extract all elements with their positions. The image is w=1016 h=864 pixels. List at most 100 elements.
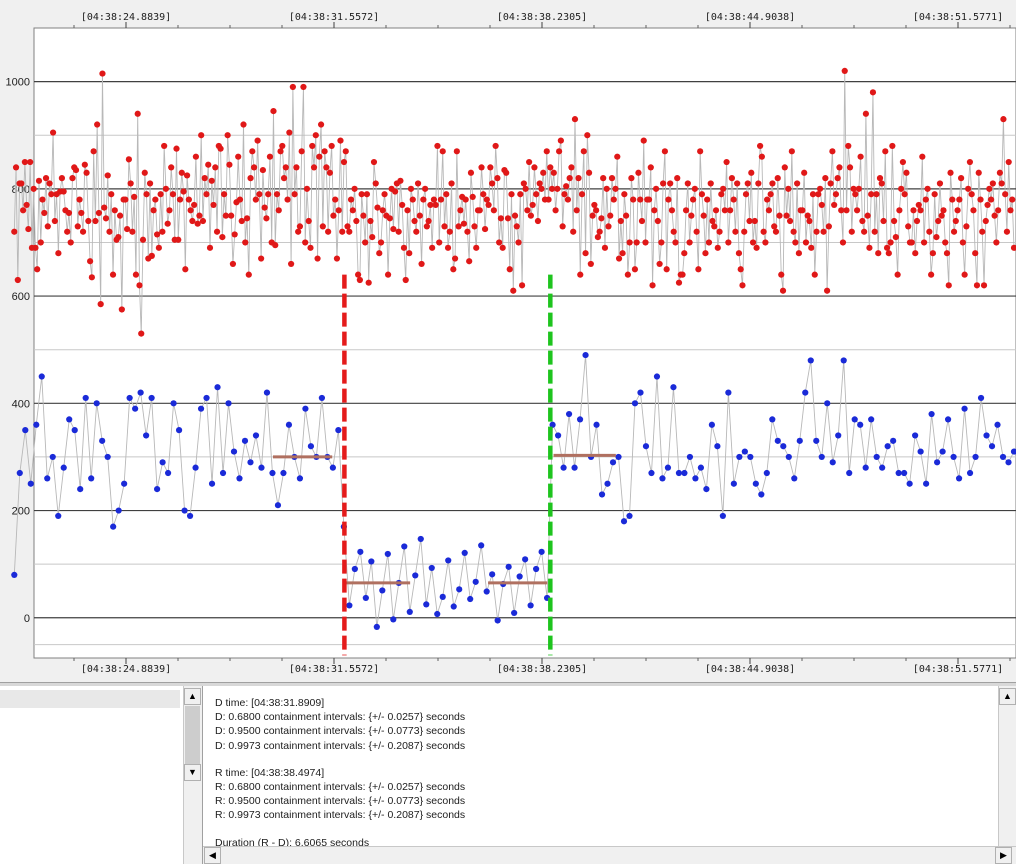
red-series-point [723, 158, 730, 166]
red-series-point [982, 217, 989, 225]
blue-series-point [851, 416, 858, 423]
blue-series-point [401, 543, 408, 550]
red-series-point [638, 217, 646, 225]
left-vertical-scrollbar[interactable]: ▲ ▼ [183, 686, 202, 864]
red-series-point [305, 217, 312, 225]
red-series-point [418, 260, 425, 268]
red-series-point [933, 234, 940, 241]
pane-splitter[interactable] [0, 682, 1016, 687]
left-scroll-thumb[interactable] [185, 706, 200, 764]
red-series-point [14, 276, 21, 284]
blue-series-point [302, 405, 309, 412]
red-series-point [492, 142, 499, 150]
blue-series-point [769, 416, 776, 423]
blue-series-point [961, 405, 968, 412]
red-series-point [690, 196, 697, 203]
top-axis-ticks: [04:38:24.8839] [04:38:31.5572] [04:38:38.… [73, 12, 1011, 28]
blue-series-point [785, 453, 792, 461]
red-series-point [90, 148, 97, 155]
red-series-point [392, 188, 399, 195]
red-series-point [744, 180, 751, 187]
blue-series-point [186, 512, 194, 520]
blue-series-point [950, 453, 957, 461]
horizontal-scrollbar[interactable]: ◀ ▶ [203, 846, 1016, 864]
red-series-point [261, 204, 268, 211]
red-series-point [81, 161, 88, 168]
blue-series-point [77, 486, 84, 493]
red-series-point [487, 164, 494, 171]
blue-series-point [461, 549, 468, 557]
red-series-point [42, 175, 50, 182]
scroll-up-icon[interactable]: ▲ [184, 688, 201, 705]
red-series-point [55, 250, 62, 257]
scroll-right-icon[interactable]: ▶ [995, 847, 1012, 864]
red-series-point [965, 185, 972, 192]
red-series-point [481, 225, 489, 233]
red-series-point [573, 207, 580, 214]
right-scroll-up-icon[interactable]: ▲ [999, 688, 1016, 705]
blue-series-point [609, 459, 617, 466]
red-series-point [704, 196, 711, 203]
red-series-point [589, 212, 596, 219]
blue-series-point [373, 623, 380, 631]
red-series-point [404, 207, 411, 214]
blue-series-point [664, 464, 672, 471]
red-series-point [792, 239, 799, 246]
event-list-pane[interactable]: ▲ ▼ [0, 686, 203, 864]
red-series-point [698, 191, 706, 198]
red-series-point [966, 158, 974, 166]
blue-series-point [121, 480, 128, 487]
red-series-point [152, 196, 159, 203]
red-series-point [631, 266, 639, 273]
red-series-point [714, 244, 721, 251]
blue-series-point [219, 469, 227, 477]
results-log-pane[interactable]: D time: [04:38:31.8909] D: 0.6800 contai… [203, 686, 1016, 864]
red-series-point [258, 255, 265, 262]
red-series-point [892, 234, 899, 241]
red-series-point [818, 201, 825, 209]
red-series-point [584, 132, 591, 139]
red-series-point [587, 260, 594, 268]
scroll-down-icon[interactable]: ▼ [184, 764, 201, 781]
red-series-point [663, 266, 670, 273]
top-tick-label: [04:38:31.5572] [289, 12, 379, 23]
red-series-point [176, 196, 184, 203]
red-series-point [564, 196, 572, 203]
red-series-point [563, 183, 570, 190]
right-vertical-scrollbar[interactable]: ▲ [998, 686, 1016, 846]
red-series-point [169, 191, 177, 198]
red-series-point [776, 212, 783, 219]
blue-series-point [285, 421, 293, 428]
selected-list-item[interactable] [0, 690, 180, 708]
red-series-point [896, 207, 903, 214]
red-series-point [926, 228, 933, 235]
red-series-point [548, 185, 556, 192]
red-series-point [612, 185, 619, 192]
red-series-point [827, 180, 834, 187]
red-series-point [252, 196, 259, 203]
red-series-point [134, 110, 141, 117]
red-series-point [157, 191, 164, 198]
red-series-point [224, 132, 231, 139]
scroll-left-icon[interactable]: ◀ [204, 847, 221, 864]
blue-series-point [93, 400, 100, 407]
red-series-point [402, 276, 409, 284]
blue-series-point [417, 535, 424, 543]
red-series-point [284, 196, 291, 203]
d-interval-09973-line: D: 0.9973 containment intervals: {+/- 0.… [215, 739, 466, 752]
blue-series-points [11, 351, 1016, 631]
red-series-point [769, 180, 776, 187]
red-series-point [924, 185, 931, 192]
red-series-point [559, 223, 566, 230]
red-series-point [32, 244, 39, 251]
red-series-point [700, 212, 707, 219]
red-series-point [624, 271, 631, 278]
red-series-point [945, 282, 952, 289]
red-series-lines [13, 70, 1015, 334]
red-series-point [1007, 207, 1014, 214]
blue-series-point [912, 432, 919, 439]
bottom-tick-label: [04:38:51.5771] [913, 664, 1003, 675]
blue-series-point [467, 595, 474, 603]
blue-series-point [554, 432, 562, 439]
blue-series-point [538, 548, 545, 555]
